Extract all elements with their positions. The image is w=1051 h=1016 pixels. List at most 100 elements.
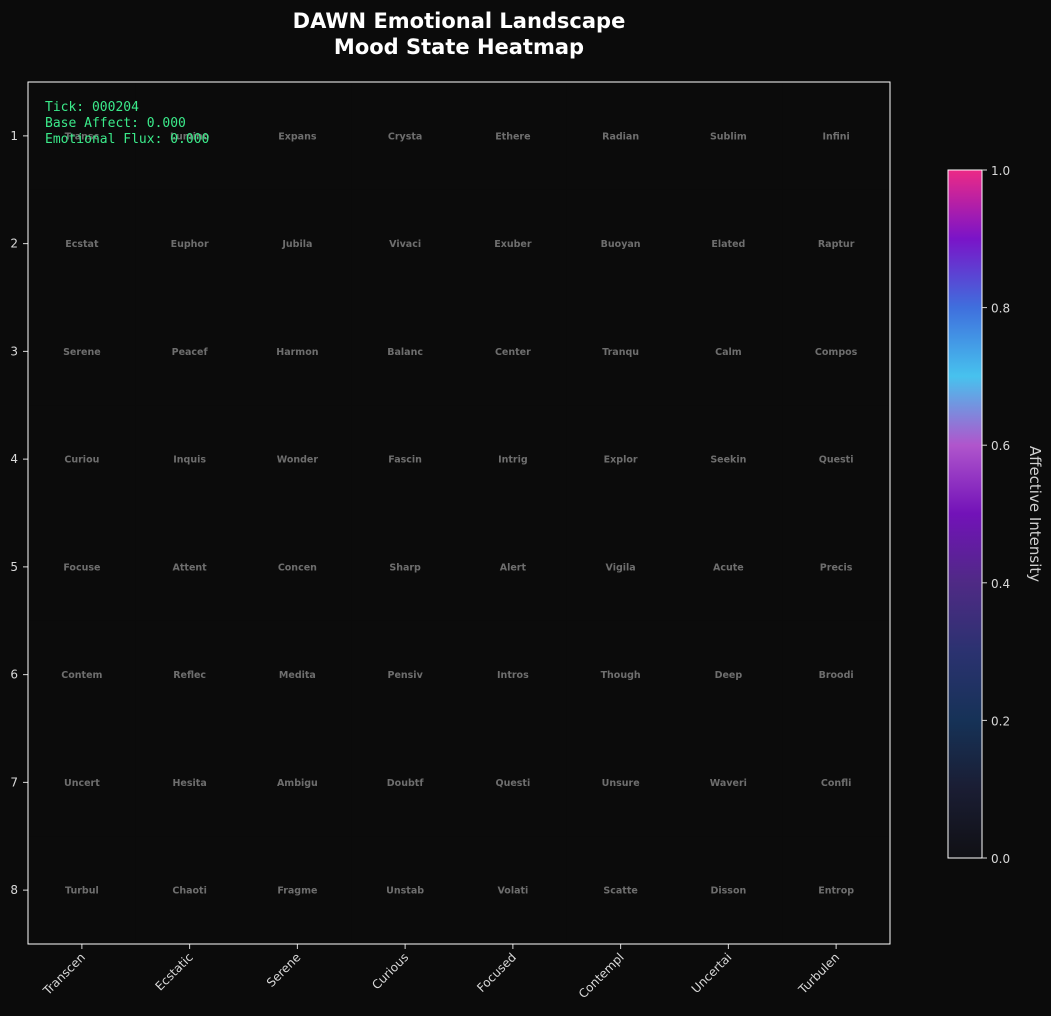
x-tick-label: Uncertai: [689, 950, 735, 996]
cell-label: Broodi: [819, 670, 854, 681]
heatmap-cell: [674, 728, 783, 837]
heatmap-cell: [459, 189, 567, 298]
heatmap-cell: [566, 728, 675, 837]
cell-label: Intros: [497, 670, 529, 681]
chart-title-line1: DAWN Emotional Landscape: [292, 9, 626, 33]
heatmap-cell: [351, 82, 459, 190]
heatmap-cell: [135, 189, 244, 298]
heatmap-cell: [243, 620, 352, 729]
heatmap-cell: [782, 836, 890, 944]
cell-label: Entrop: [818, 886, 854, 897]
heatmap-cell: [28, 513, 136, 621]
heatmap-cell: [243, 836, 352, 944]
cell-label: Intrig: [498, 455, 528, 466]
x-tick-label: Focused: [474, 950, 519, 995]
y-tick-label: 1: [10, 129, 18, 143]
heatmap-cell: [566, 405, 675, 513]
cell-label: Ethere: [495, 131, 530, 142]
cell-label: Infini: [822, 131, 849, 142]
cell-label: Raptur: [818, 239, 855, 250]
heatmap-cell: [243, 82, 352, 190]
colorbar-tick-label: 0.0: [991, 852, 1010, 866]
heatmap-cell: [566, 189, 675, 298]
heatmap-cell: [135, 297, 244, 406]
heatmap-cell: [782, 82, 890, 190]
cell-label: Vivaci: [389, 239, 421, 250]
heatmap-cell: [674, 297, 783, 406]
cell-label: Chaoti: [172, 886, 206, 897]
heatmap-cell: [566, 297, 675, 406]
cell-label: Attent: [173, 562, 208, 573]
cell-label: Concen: [278, 562, 317, 573]
cell-label: Explor: [604, 455, 638, 466]
cell-label: Peacef: [172, 347, 209, 358]
heatmap-cell: [28, 728, 136, 837]
heatmap-cell: [351, 620, 459, 729]
cell-label: Curiou: [64, 455, 99, 466]
cell-label: Euphor: [171, 239, 209, 250]
heatmap-cell: [566, 620, 675, 729]
cell-label: Hesita: [172, 778, 206, 789]
cell-label: Fragme: [277, 886, 317, 897]
heatmap-cell: [28, 297, 136, 406]
heatmap-cell: [459, 82, 567, 190]
colorbar-bar: [947, 169, 983, 859]
cell-label: Confli: [821, 778, 852, 789]
heatmap-cell: [566, 513, 675, 621]
cell-label: Medita: [279, 670, 316, 681]
cell-label: Sharp: [389, 562, 421, 573]
cell-label: Tranqu: [602, 347, 639, 358]
heatmap-cell: [243, 297, 352, 406]
heatmap-cell: [28, 82, 136, 190]
heatmap-cell: [28, 189, 136, 298]
heatmap-cell: [243, 728, 352, 837]
plot-frame: [27, 81, 891, 945]
cell-label: Sublim: [710, 131, 747, 142]
y-tick-label: 6: [10, 668, 18, 682]
cell-label: Wonder: [277, 455, 319, 466]
heatmap-cell: [351, 297, 459, 406]
heatmap-cell: [351, 513, 459, 621]
cell-label: Unstab: [386, 886, 424, 897]
cell-label: Uncert: [64, 778, 100, 789]
cell-label: Balanc: [387, 347, 423, 358]
chart-title-line2: Mood State Heatmap: [333, 35, 585, 59]
colorbar-label: Affective Intensity: [1026, 446, 1044, 582]
cell-label: Elated: [711, 239, 745, 250]
cell-label: Calm: [715, 347, 742, 358]
base-affect-readout: Base Affect: 0.000: [45, 116, 186, 131]
cell-label: Seekin: [710, 455, 746, 466]
status-overlay: Tick: 000204 Base Affect: 0.000 Emotiona…: [45, 100, 209, 147]
heatmap-cell: [782, 405, 890, 513]
heatmap-cell: [28, 836, 136, 944]
heatmap-cell: [782, 189, 890, 298]
heatmap-cell: [566, 836, 675, 944]
heatmap-cell: [351, 728, 459, 837]
cell-label: Focuse: [63, 562, 100, 573]
heatmap-cell: [674, 405, 783, 513]
colorbar: 0.0 0.2 0.4 0.6 0.8 1.0 Affective Intensity: [947, 164, 1044, 866]
cell-label: Buoyan: [601, 239, 641, 250]
heatmap-cell: [459, 728, 567, 837]
cell-label: Serene: [63, 347, 101, 358]
cell-label: Transc: [65, 131, 100, 142]
heatmap-cell: [351, 189, 459, 298]
chart-title: DAWN Emotional Landscape Mood State Heat…: [28, 8, 890, 60]
cell-label: Questi: [819, 455, 854, 466]
heatmap-cell: [459, 297, 567, 406]
heatmap-cell: [674, 620, 783, 729]
heatmap-cell: [243, 189, 352, 298]
heatmap-cell: [135, 82, 244, 190]
heatmap-cell: [674, 82, 783, 190]
heatmap-cell: [459, 836, 567, 944]
heatmap-cell: [135, 405, 244, 513]
cell-label: Crysta: [388, 131, 422, 142]
cell-label: Pensiv: [387, 670, 423, 681]
heatmap-cell: [674, 836, 783, 944]
colorbar-tick-label: 0.2: [991, 714, 1010, 728]
colorbar-ticks: 0.0 0.2 0.4 0.6 0.8 1.0: [982, 164, 1010, 866]
heatmap-cell: [782, 620, 890, 729]
cell-label: Disson: [711, 886, 747, 897]
heatmap-cell: [28, 405, 136, 513]
